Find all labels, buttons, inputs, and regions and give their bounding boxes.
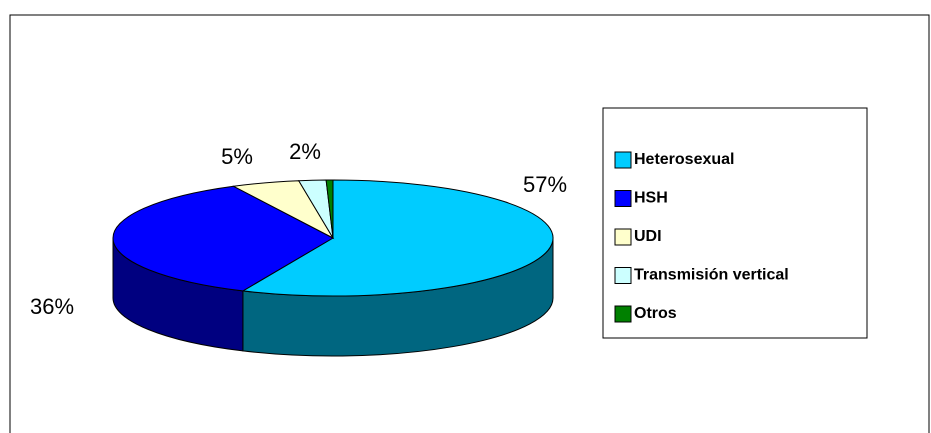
data-label: 57% bbox=[523, 172, 567, 197]
legend-label: UDI bbox=[634, 228, 662, 245]
pie-slice bbox=[241, 179, 554, 297]
legend-swatch bbox=[614, 228, 632, 246]
legend-swatch bbox=[614, 190, 632, 207]
legend-label: Heterosexual bbox=[634, 151, 735, 168]
pie-slice bbox=[325, 179, 334, 239]
pie-slice bbox=[112, 185, 335, 292]
legend-label: HSH bbox=[634, 190, 668, 207]
data-label: 5% bbox=[221, 144, 253, 169]
legend-swatch bbox=[614, 305, 632, 323]
legend-label: Transmisión vertical bbox=[634, 267, 789, 284]
legend-label: Otros bbox=[634, 305, 677, 322]
legend-swatch bbox=[614, 151, 632, 169]
data-label: 2% bbox=[289, 139, 321, 164]
legend-swatch bbox=[614, 267, 632, 284]
legend-box bbox=[602, 107, 868, 339]
data-label: 36% bbox=[30, 294, 74, 319]
